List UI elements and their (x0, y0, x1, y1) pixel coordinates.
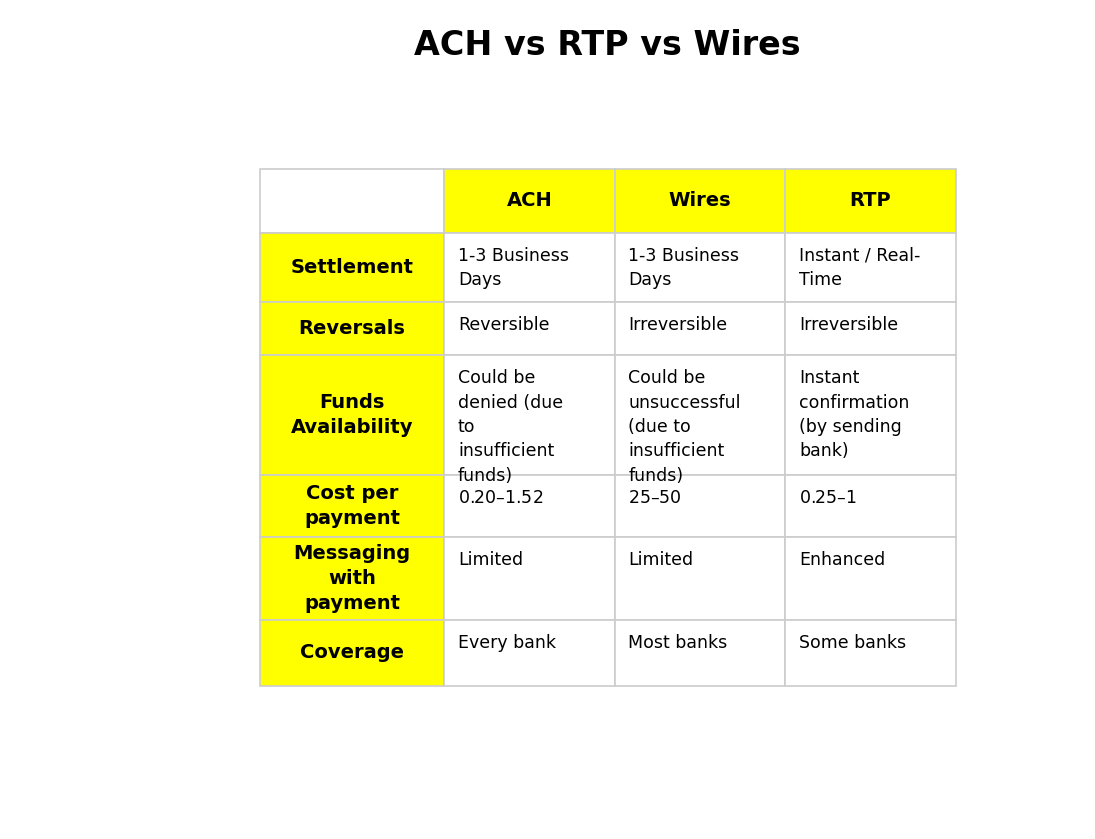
Bar (614, 620, 785, 685)
Text: Limited: Limited (629, 551, 693, 569)
Bar (445, 302, 614, 355)
Text: Instant / Real-
Time: Instant / Real- Time (799, 247, 920, 289)
Text: Could be
unsuccessful
(due to
insufficient
funds): Could be unsuccessful (due to insufficie… (629, 369, 741, 485)
Text: ACH vs RTP vs Wires: ACH vs RTP vs Wires (414, 29, 802, 62)
Text: 1-3 Business
Days: 1-3 Business Days (458, 247, 569, 289)
Bar (785, 302, 956, 355)
Text: Settlement: Settlement (290, 258, 414, 277)
Text: Wires: Wires (669, 191, 731, 210)
Bar (614, 169, 785, 232)
Bar (785, 355, 956, 475)
Text: Limited: Limited (458, 551, 523, 569)
Text: Instant
confirmation
(by sending
bank): Instant confirmation (by sending bank) (799, 369, 909, 461)
Bar (614, 537, 785, 620)
Text: Irreversible: Irreversible (629, 316, 727, 335)
Text: Messaging
with
payment: Messaging with payment (293, 544, 411, 612)
Bar (614, 475, 785, 537)
Text: Reversals: Reversals (299, 319, 405, 338)
Bar (445, 475, 614, 537)
Bar (260, 169, 445, 232)
Text: Could be
denied (due
to
insufficient
funds): Could be denied (due to insufficient fun… (458, 369, 563, 485)
Bar (260, 355, 445, 475)
Bar (260, 475, 445, 537)
Text: RTP: RTP (850, 191, 891, 210)
Bar (785, 169, 956, 232)
Bar (785, 475, 956, 537)
Bar (785, 620, 956, 685)
Bar (614, 302, 785, 355)
Bar (445, 620, 614, 685)
Text: $25–$50: $25–$50 (629, 489, 682, 507)
Bar (260, 232, 445, 302)
Bar (785, 537, 956, 620)
Text: Some banks: Some banks (799, 634, 906, 652)
Text: Every bank: Every bank (458, 634, 556, 652)
Text: 1-3 Business
Days: 1-3 Business Days (629, 247, 739, 289)
Text: Reversible: Reversible (458, 316, 550, 335)
Bar (445, 232, 614, 302)
Text: Irreversible: Irreversible (799, 316, 898, 335)
Text: Enhanced: Enhanced (799, 551, 885, 569)
Bar (260, 302, 445, 355)
Text: Coverage: Coverage (300, 644, 404, 662)
Text: Funds
Availability: Funds Availability (291, 393, 414, 437)
Bar (445, 169, 614, 232)
Bar (614, 232, 785, 302)
Text: $0.25 – $1: $0.25 – $1 (799, 489, 856, 507)
Bar (260, 620, 445, 685)
Text: ACH: ACH (507, 191, 553, 210)
Text: Most banks: Most banks (629, 634, 728, 652)
Bar (445, 355, 614, 475)
Bar (260, 537, 445, 620)
Bar (785, 232, 956, 302)
Bar (445, 537, 614, 620)
Text: $0.20 – $1.52: $0.20 – $1.52 (458, 489, 543, 507)
Bar (614, 355, 785, 475)
Text: Cost per
payment: Cost per payment (304, 484, 400, 528)
